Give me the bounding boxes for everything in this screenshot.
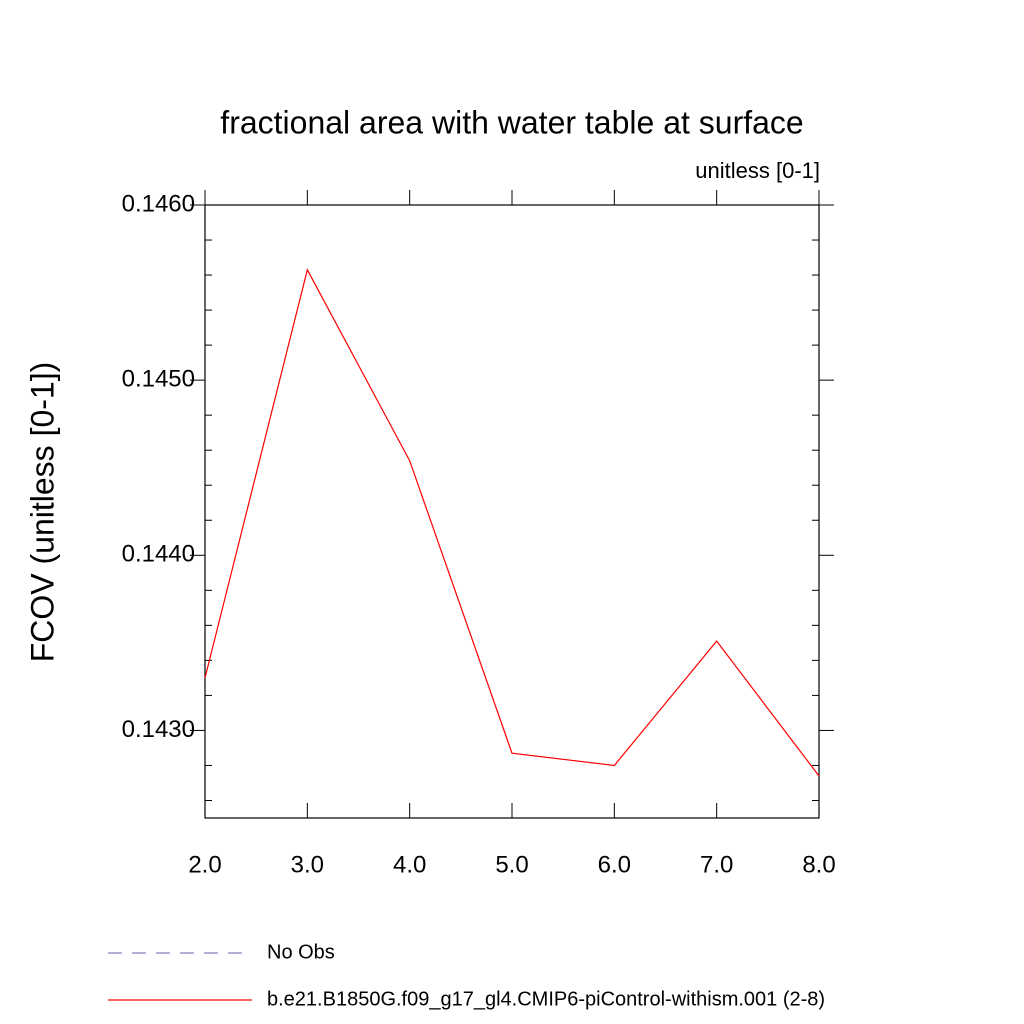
x-tick-label: 4.0 (393, 851, 426, 878)
y-tick-label: 0.1460 (122, 190, 195, 217)
y-tick-label: 0.1450 (122, 365, 195, 392)
chart-subtitle: unitless [0-1] (695, 158, 820, 183)
chart-title: fractional area with water table at surf… (220, 104, 803, 140)
legend-label: b.e21.B1850G.f09_g17_gl4.CMIP6-piControl… (267, 988, 825, 1010)
x-tick-label: 6.0 (598, 851, 631, 878)
x-tick-label: 5.0 (495, 851, 528, 878)
x-tick-label: 3.0 (291, 851, 324, 878)
x-tick-label: 8.0 (802, 851, 835, 878)
x-tick-label: 2.0 (188, 851, 221, 878)
x-tick-label: 7.0 (700, 851, 733, 878)
y-tick-label: 0.1440 (122, 541, 195, 568)
data-line (204, 268, 820, 777)
legend-label: No Obs (267, 941, 335, 963)
y-axis-label: FCOV (unitless [0-1]) (24, 362, 60, 663)
plot-frame (204, 204, 820, 819)
y-tick-label: 0.1430 (122, 716, 195, 743)
